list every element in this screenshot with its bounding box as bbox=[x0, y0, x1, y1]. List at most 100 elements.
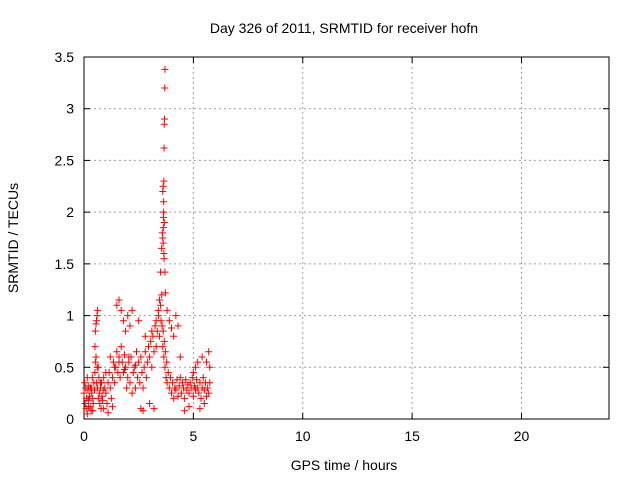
y-tick-label: 3 bbox=[66, 101, 74, 117]
data-point bbox=[134, 374, 142, 382]
data-point bbox=[158, 244, 166, 252]
data-point bbox=[199, 374, 207, 382]
data-point bbox=[145, 343, 153, 351]
data-point bbox=[205, 389, 213, 397]
data-point bbox=[206, 379, 214, 387]
data-point bbox=[174, 322, 182, 330]
data-point bbox=[122, 327, 130, 335]
data-point bbox=[151, 322, 159, 330]
data-point bbox=[123, 384, 131, 392]
data-point bbox=[104, 409, 112, 417]
data-point bbox=[170, 394, 178, 402]
data-point bbox=[94, 306, 102, 314]
data-point bbox=[168, 324, 175, 332]
data-point bbox=[178, 379, 186, 387]
data-point bbox=[98, 392, 106, 400]
data-point bbox=[148, 327, 156, 335]
data-point bbox=[161, 65, 169, 73]
x-tick-label: 15 bbox=[404, 428, 420, 444]
data-point bbox=[94, 394, 102, 402]
data-point bbox=[189, 368, 197, 376]
data-point bbox=[193, 376, 201, 384]
data-point bbox=[159, 327, 167, 335]
data-point bbox=[168, 389, 175, 397]
data-point bbox=[198, 353, 206, 361]
data-point bbox=[194, 358, 202, 366]
data-point bbox=[195, 389, 203, 397]
data-point bbox=[149, 332, 157, 340]
data-point bbox=[176, 374, 184, 382]
data-point bbox=[157, 301, 165, 309]
data-point bbox=[159, 239, 167, 247]
y-tick-label: 2 bbox=[66, 204, 74, 220]
data-point bbox=[102, 389, 110, 397]
x-axis-ticks: 0 5 10 15 20 bbox=[80, 57, 529, 444]
data-point bbox=[129, 368, 137, 376]
data-point bbox=[120, 365, 128, 373]
x-tick-label: 10 bbox=[295, 428, 311, 444]
data-point bbox=[119, 368, 127, 376]
data-point bbox=[155, 332, 163, 340]
data-point bbox=[203, 358, 210, 366]
x-tick-label: 5 bbox=[189, 428, 197, 444]
data-point bbox=[172, 386, 180, 394]
data-point bbox=[133, 348, 140, 356]
data-point bbox=[117, 343, 125, 351]
data-point bbox=[186, 379, 194, 387]
data-point bbox=[115, 296, 123, 304]
data-point bbox=[148, 363, 156, 371]
data-point bbox=[161, 84, 169, 92]
data-point bbox=[92, 353, 100, 361]
data-point bbox=[120, 351, 128, 359]
data-point bbox=[155, 296, 163, 304]
data-point bbox=[91, 327, 99, 335]
data-point bbox=[146, 353, 154, 361]
data-point bbox=[143, 358, 151, 366]
data-point bbox=[175, 382, 183, 390]
data-point bbox=[124, 374, 132, 382]
data-point bbox=[106, 353, 114, 361]
data-point bbox=[160, 255, 168, 263]
data-point bbox=[111, 379, 119, 387]
data-point bbox=[140, 363, 148, 371]
data-point bbox=[160, 218, 168, 226]
data-point bbox=[81, 399, 89, 407]
data-point bbox=[91, 368, 99, 376]
data-point bbox=[131, 361, 139, 369]
data-point bbox=[104, 379, 112, 387]
data-point bbox=[84, 396, 92, 404]
data-point bbox=[135, 358, 143, 366]
data-point bbox=[200, 399, 208, 407]
data-point bbox=[152, 343, 160, 351]
data-point bbox=[154, 306, 162, 314]
data-point bbox=[96, 399, 104, 407]
data-point bbox=[160, 353, 168, 361]
data-point bbox=[128, 389, 136, 397]
data-point bbox=[161, 289, 169, 297]
data-point bbox=[96, 379, 104, 387]
data-point bbox=[80, 389, 88, 397]
data-point bbox=[141, 332, 149, 340]
y-axis-label: SRMTID / TECUs bbox=[5, 183, 21, 293]
data-point bbox=[102, 368, 110, 376]
data-point bbox=[163, 306, 171, 314]
data-point bbox=[161, 115, 168, 123]
data-point bbox=[160, 144, 168, 152]
data-point bbox=[88, 384, 96, 392]
data-point bbox=[135, 317, 143, 325]
data-point bbox=[100, 405, 108, 413]
data-point bbox=[89, 407, 97, 415]
data-point bbox=[113, 348, 121, 356]
data-point bbox=[182, 376, 190, 384]
data-point bbox=[161, 268, 169, 276]
y-tick-label: 3.5 bbox=[55, 49, 75, 65]
data-point bbox=[177, 389, 185, 397]
data-point bbox=[172, 312, 180, 320]
data-point bbox=[160, 198, 168, 206]
data-point bbox=[160, 208, 168, 216]
data-point bbox=[115, 358, 123, 366]
data-point bbox=[137, 353, 145, 361]
data-point bbox=[84, 403, 92, 411]
data-point bbox=[206, 363, 214, 371]
y-tick-label: 0.5 bbox=[55, 359, 75, 375]
